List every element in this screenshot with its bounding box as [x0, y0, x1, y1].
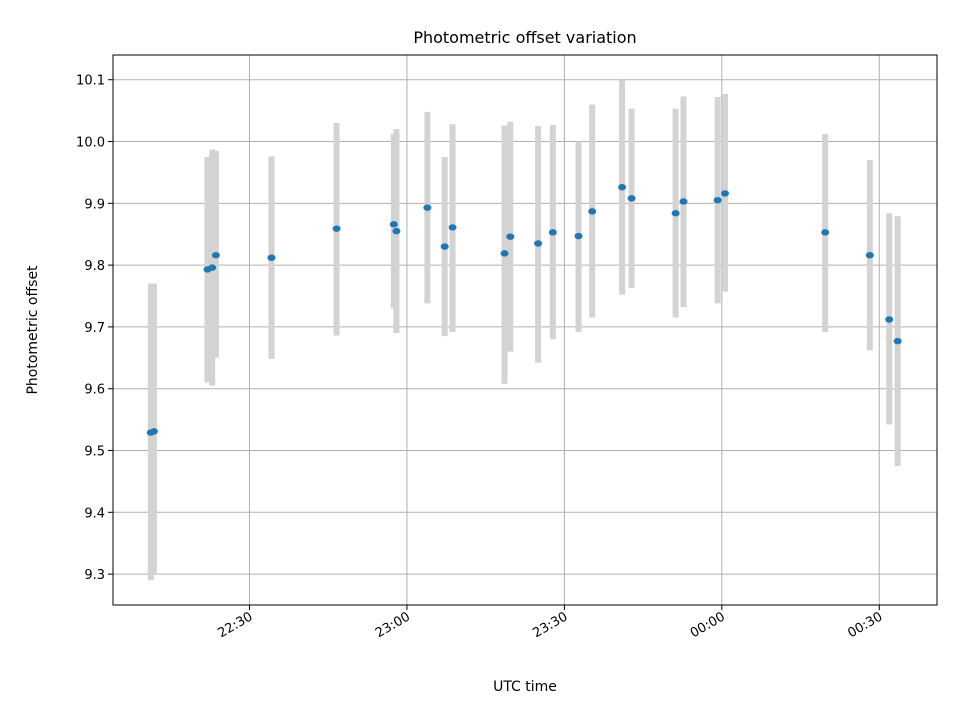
- y-tick-label: 10.1: [76, 74, 105, 89]
- x-tick-label: 23:30: [530, 609, 570, 641]
- x-tick-label: 23:00: [373, 609, 413, 641]
- data-point: [534, 240, 543, 247]
- data-point: [548, 229, 557, 236]
- data-point: [149, 428, 158, 435]
- data-point: [713, 197, 722, 204]
- data-point: [423, 204, 432, 211]
- y-tick-label: 9.3: [84, 568, 105, 583]
- y-tick-label: 9.4: [84, 506, 105, 521]
- data-point: [885, 316, 894, 323]
- data-point: [720, 190, 729, 197]
- data-point: [574, 232, 583, 240]
- data-point: [893, 337, 902, 345]
- y-axis-label: Photometric offset: [25, 265, 41, 395]
- data-point: [389, 221, 398, 228]
- y-tick-label: 9.5: [84, 445, 105, 460]
- data-point: [500, 250, 509, 257]
- data-point: [627, 195, 636, 202]
- data-points: [146, 184, 902, 436]
- y-axis-ticks: 9.3 9.4 9.5 9.6 9.7 9.8 9.9 10.0 10.1: [76, 74, 113, 583]
- data-point: [865, 252, 874, 259]
- data-point: [332, 225, 341, 232]
- x-axis-label: UTC time: [493, 679, 557, 695]
- data-point: [267, 254, 276, 261]
- y-tick-label: 9.6: [84, 383, 105, 398]
- data-point: [208, 264, 217, 271]
- data-point: [448, 224, 457, 231]
- x-axis-ticks: 22:30 23:00 23:30 00:00 00:30: [216, 605, 885, 641]
- y-tick-label: 10.0: [76, 136, 105, 151]
- y-tick-label: 9.9: [84, 197, 105, 212]
- data-point: [211, 252, 220, 259]
- data-point: [821, 229, 830, 236]
- y-tick-label: 9.8: [84, 259, 105, 274]
- y-tick-label: 9.7: [84, 321, 105, 336]
- x-tick-label: 22:30: [216, 609, 256, 641]
- data-point: [679, 198, 688, 205]
- data-point: [618, 184, 627, 191]
- data-point: [671, 210, 680, 217]
- data-point: [392, 227, 401, 235]
- x-tick-label: 00:30: [845, 609, 885, 641]
- data-point: [506, 233, 515, 240]
- data-point: [440, 243, 449, 250]
- plot-frame: [112, 54, 938, 606]
- x-tick-label: 00:00: [688, 609, 728, 641]
- grid-lines: [113, 55, 937, 605]
- chart-title: Photometric offset variation: [413, 28, 636, 47]
- data-point: [588, 208, 597, 215]
- error-bars: [147, 79, 901, 581]
